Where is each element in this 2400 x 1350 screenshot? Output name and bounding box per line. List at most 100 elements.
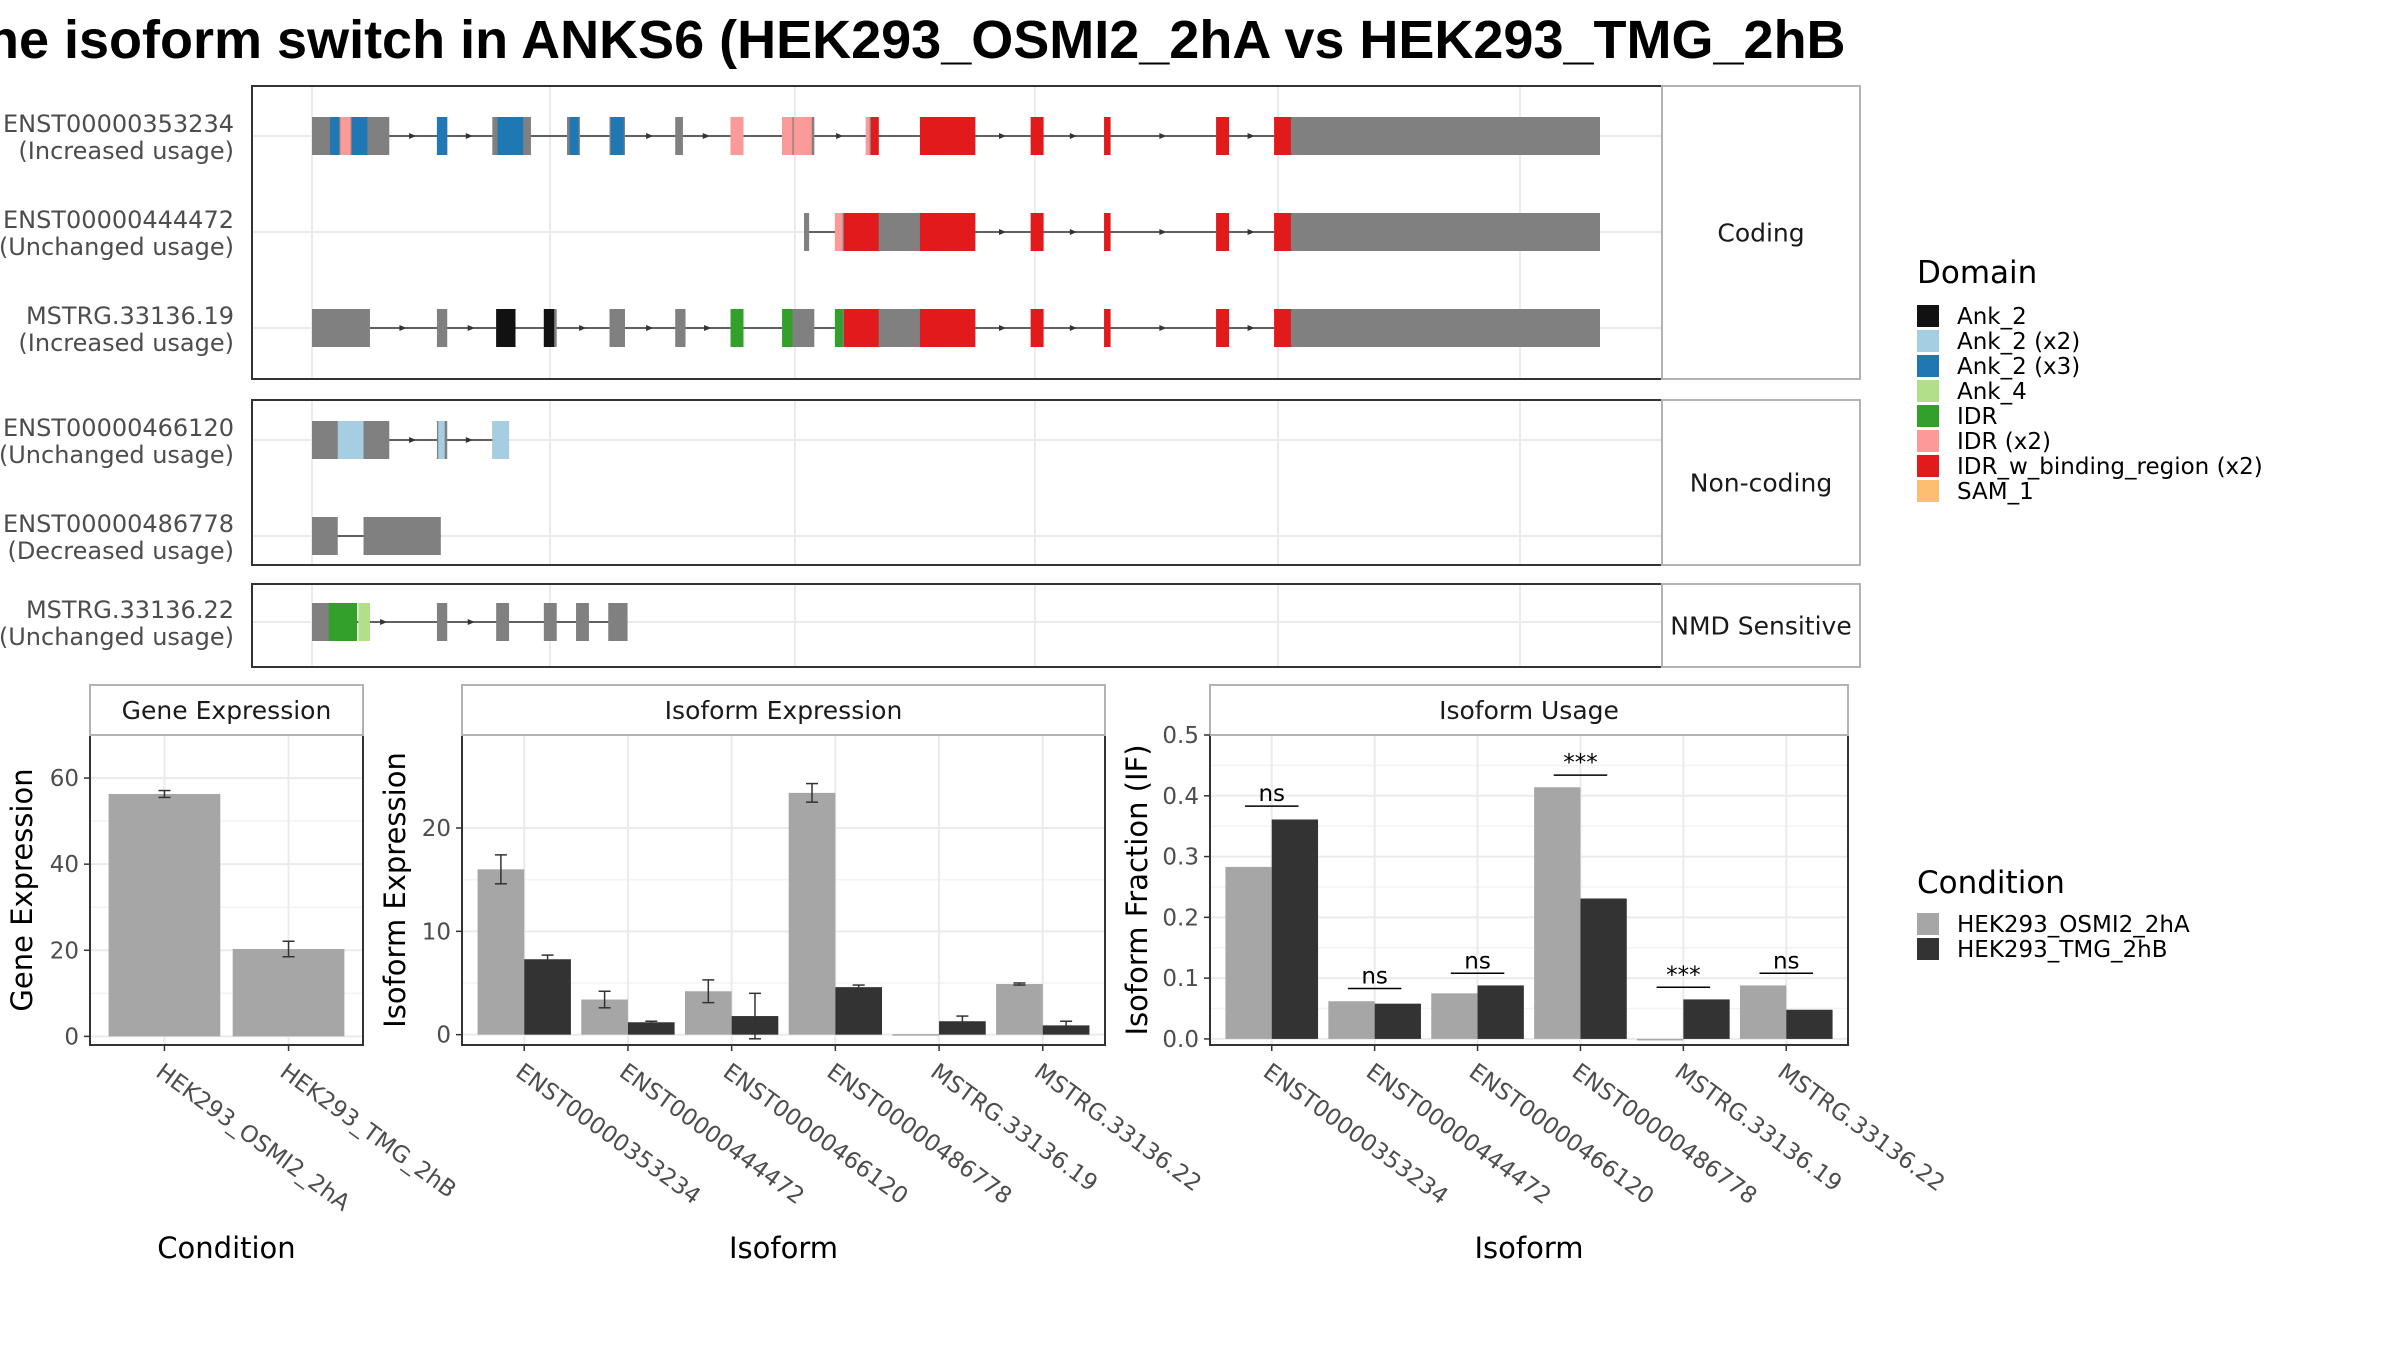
bar xyxy=(1683,999,1730,1039)
y-tick-label: 0 xyxy=(436,1023,451,1049)
transcript-id: ENST00000353234 xyxy=(3,110,234,138)
y-tick-label: 0 xyxy=(64,1024,79,1050)
domain-block xyxy=(730,309,744,347)
strand-arrow xyxy=(999,133,1007,139)
strand-arrow xyxy=(579,325,587,331)
gene-structure-panel: Coding Non-coding NMD Sensitive ENST0000035… xyxy=(0,85,1861,668)
domain-block xyxy=(337,421,364,459)
domain-block xyxy=(919,309,976,347)
panel-title: Isoform Expression xyxy=(665,696,903,725)
exon xyxy=(576,603,589,641)
bar xyxy=(788,792,836,1035)
legend-swatch xyxy=(1917,430,1939,452)
x-axis-title: Isoform xyxy=(729,1231,838,1265)
domain-block xyxy=(1216,213,1230,251)
x-tick-label: MSTRG.33136.19 xyxy=(1670,1059,1847,1197)
domain-block xyxy=(919,117,976,155)
facet-strip xyxy=(1209,684,1849,736)
bar xyxy=(1431,993,1478,1039)
exon xyxy=(436,309,448,347)
significance-label: ns xyxy=(1464,948,1491,974)
transcript-usage: (Increased usage) xyxy=(18,137,234,165)
y-tick-label: 10 xyxy=(422,919,451,945)
legend-label: IDR (x2) xyxy=(1957,429,2051,455)
strand-arrow xyxy=(646,133,654,139)
domain-block xyxy=(497,117,524,155)
domain-block xyxy=(1216,309,1230,347)
strand-arrow xyxy=(467,325,475,331)
domain-block xyxy=(1274,117,1291,155)
strand-arrow xyxy=(409,437,417,443)
x-tick-label: ENST00000444472 xyxy=(614,1059,808,1210)
y-tick-label: 0.4 xyxy=(1162,784,1199,810)
legend-label: IDR xyxy=(1957,404,1997,430)
category-label: NMD Sensitive xyxy=(1670,612,1851,641)
strand-arrow xyxy=(1069,325,1077,331)
exon xyxy=(804,213,810,251)
exon xyxy=(312,117,390,155)
category-strip xyxy=(1661,399,1861,566)
bar xyxy=(835,987,883,1035)
legend-swatch xyxy=(1917,380,1939,402)
domain-block xyxy=(919,213,976,251)
y-tick-label: 20 xyxy=(50,938,79,964)
significance-label: *** xyxy=(1666,962,1701,988)
domain-block xyxy=(1274,309,1291,347)
x-axis-title: Condition xyxy=(157,1231,295,1265)
y-axis-title: Gene Expression xyxy=(5,768,39,1011)
y-tick-label: 60 xyxy=(50,766,79,792)
legend-swatch xyxy=(1917,355,1939,377)
significance-label: ns xyxy=(1773,948,1800,974)
domain-block xyxy=(351,117,368,155)
bar xyxy=(108,793,221,1037)
y-tick-label: 0.1 xyxy=(1162,966,1199,992)
strand-arrow xyxy=(999,325,1007,331)
transcript-usage: (Decreased usage) xyxy=(7,537,234,565)
legend-swatch xyxy=(1917,455,1939,477)
exon xyxy=(436,603,448,641)
exon xyxy=(1274,117,1600,155)
domain-block xyxy=(438,421,445,459)
strand-arrow xyxy=(1247,325,1255,331)
significance-label: ns xyxy=(1361,963,1388,989)
x-tick-label: ENST00000466120 xyxy=(718,1059,912,1210)
transcript-usage: (Unchanged usage) xyxy=(0,233,234,261)
domain-block xyxy=(1274,213,1291,251)
x-tick-label: MSTRG.33136.19 xyxy=(926,1059,1103,1197)
bar xyxy=(1374,1003,1421,1039)
exon xyxy=(363,517,441,555)
legend-label: HEK293_OSMI2_2hA xyxy=(1957,912,2190,938)
y-tick-label: 0.2 xyxy=(1162,905,1199,931)
domain-block xyxy=(1104,309,1111,347)
strand-arrow xyxy=(646,325,654,331)
legend-label: Ank_2 xyxy=(1957,304,2027,330)
strand-arrow xyxy=(1159,133,1167,139)
bar xyxy=(1328,1001,1375,1039)
domain-block xyxy=(1104,117,1111,155)
exon xyxy=(312,517,338,555)
x-tick-label: MSTRG.33136.22 xyxy=(1029,1059,1206,1197)
bar xyxy=(1580,898,1627,1039)
domain-block xyxy=(1104,213,1111,251)
legend-label: Ank_2 (x3) xyxy=(1957,354,2080,380)
significance-label: *** xyxy=(1563,750,1598,776)
strand-arrow xyxy=(704,325,712,331)
domain-block xyxy=(843,213,879,251)
legend-label: Ank_4 xyxy=(1957,379,2027,405)
transcript-usage: (Increased usage) xyxy=(18,329,234,357)
bar xyxy=(1739,985,1787,1039)
bar xyxy=(1225,866,1272,1039)
exon xyxy=(609,309,625,347)
exon xyxy=(312,603,332,641)
exon xyxy=(1274,213,1600,251)
x-axis-title: Isoform xyxy=(1474,1231,1583,1265)
bar xyxy=(996,984,1043,1035)
x-tick-label: ENST00000444472 xyxy=(1361,1059,1555,1210)
bar xyxy=(939,1021,986,1035)
strand-arrow xyxy=(1159,229,1167,235)
domain-block xyxy=(436,117,448,155)
strand-arrow xyxy=(1159,325,1167,331)
bar xyxy=(1477,985,1524,1039)
legend-label: SAM_1 xyxy=(1957,479,2034,505)
y-tick-label: 20 xyxy=(422,816,451,842)
